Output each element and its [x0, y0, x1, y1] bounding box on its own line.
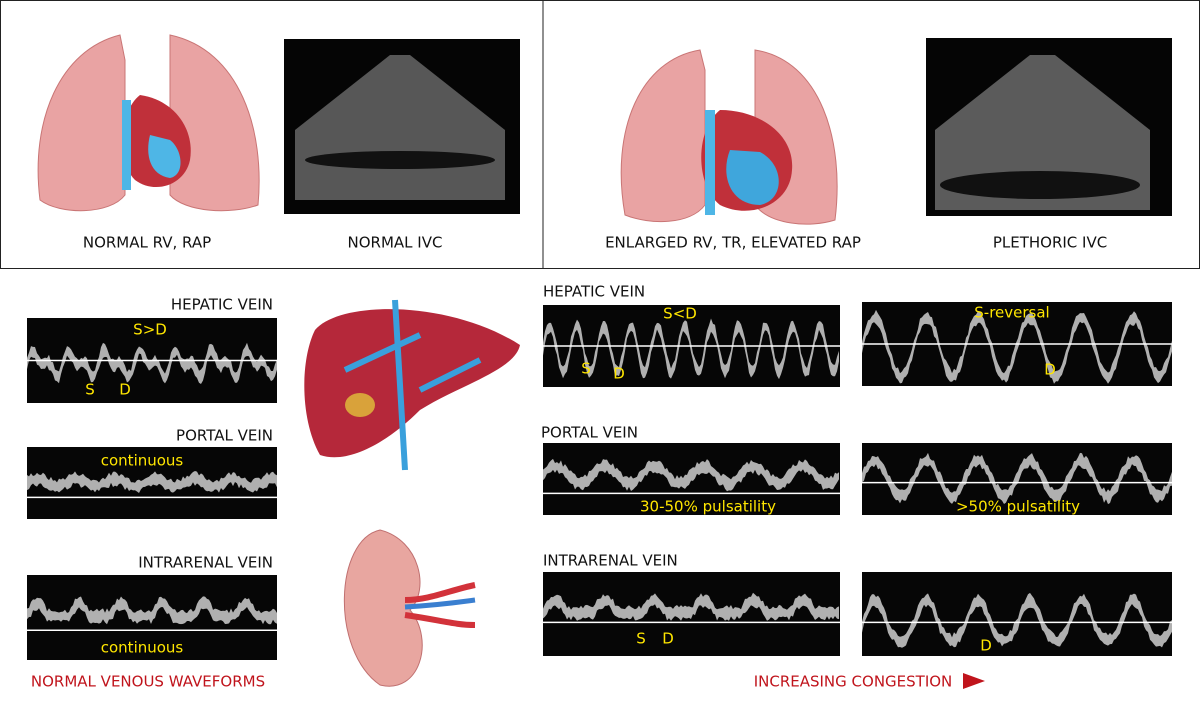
waveform-trace: [543, 458, 839, 492]
waveform-frame: [862, 572, 1172, 656]
vein-label: INTRARENAL VEIN: [138, 554, 273, 572]
waveform-trace: [543, 318, 839, 380]
waveform-trace: [862, 592, 1172, 648]
waveform-note: S>D: [133, 321, 167, 339]
waveform-trace: [27, 471, 277, 493]
waveform-note: S-reversal: [974, 304, 1049, 322]
vein-label: PORTAL VEIN: [176, 427, 273, 445]
vein-label: HEPATIC VEIN: [543, 283, 645, 301]
waveform-note: D: [613, 365, 625, 383]
waveform-note: S: [85, 381, 95, 399]
arrow-icon: [963, 673, 985, 689]
waveform-note: continuous: [101, 452, 184, 470]
waveform-note: D: [119, 381, 131, 399]
heart-lungs-enlarged: [620, 49, 838, 225]
waveform-note: continuous: [101, 639, 184, 657]
heart-lungs-normal: [37, 34, 260, 212]
ivc-ultrasound-plethoric: [926, 38, 1172, 216]
footer-label: INCREASING CONGESTION: [754, 673, 953, 691]
waveform-note: >50% pulsatility: [956, 498, 1080, 516]
waveform-note: D: [1044, 361, 1056, 379]
waveform-trace: [543, 592, 839, 621]
heart-label: ENLARGED RV, TR, ELEVATED RAP: [605, 234, 861, 252]
waveform-note: 30-50% pulsatility: [640, 498, 776, 516]
waveform-note: D: [662, 630, 674, 648]
vein-label: HEPATIC VEIN: [171, 296, 273, 314]
heart-label: NORMAL RV, RAP: [83, 234, 211, 252]
waveform-note: S: [636, 630, 646, 648]
liver-illustration: [304, 299, 520, 471]
doppler-waveforms: [27, 302, 1172, 660]
waveform-trace: [27, 596, 277, 625]
vein-label: PORTAL VEIN: [541, 424, 638, 442]
footer-label: NORMAL VENOUS WAVEFORMS: [31, 673, 265, 691]
ivc-label: PLETHORIC IVC: [993, 234, 1107, 252]
ivc-ultrasound-normal: [284, 39, 520, 214]
waveform-note: S: [581, 360, 591, 378]
waveform-trace: [862, 309, 1172, 384]
ivc-label: NORMAL IVC: [348, 234, 443, 252]
kidney-illustration: [343, 529, 476, 687]
waveform-trace: [862, 452, 1172, 505]
waveform-note: S<D: [663, 305, 697, 323]
vein-label: INTRARENAL VEIN: [543, 552, 678, 570]
waveform-note: D: [980, 637, 992, 655]
waveform-trace: [27, 342, 277, 384]
